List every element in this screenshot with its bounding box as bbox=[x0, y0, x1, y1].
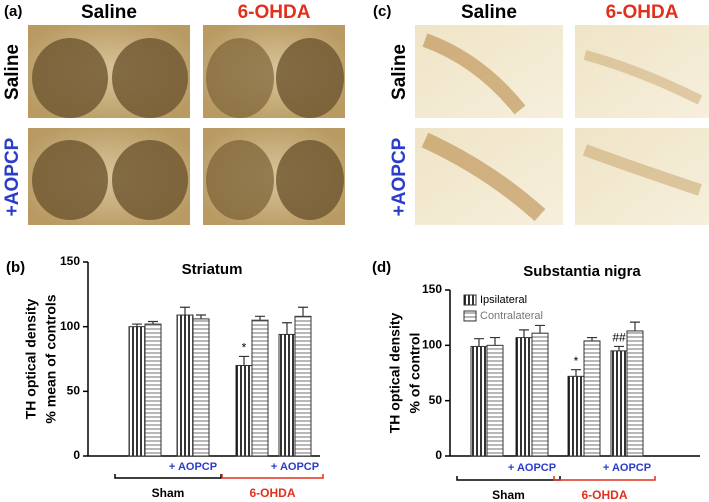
nigra-band bbox=[422, 33, 526, 115]
column-heading: Saline bbox=[461, 2, 517, 23]
y-axis-label: % mean of controls bbox=[43, 294, 59, 423]
error-bar bbox=[630, 321, 640, 331]
error-bar bbox=[282, 322, 292, 335]
nigra-band bbox=[582, 144, 702, 196]
error-bar bbox=[239, 355, 249, 366]
error-bar bbox=[196, 314, 206, 319]
error-bar bbox=[587, 336, 597, 341]
error-bar bbox=[298, 306, 308, 317]
panel-label: (b) bbox=[6, 259, 25, 276]
striatum-right bbox=[112, 38, 188, 118]
chart-title: Substantia nigra bbox=[523, 263, 641, 280]
legend-swatch bbox=[463, 294, 477, 306]
bar bbox=[251, 319, 269, 457]
legend-label: Ipsilateral bbox=[480, 294, 527, 306]
column-heading: 6-OHDA bbox=[606, 2, 679, 23]
x-tick-label: + AOPCP bbox=[169, 461, 217, 473]
striatum-left bbox=[32, 140, 108, 220]
striatum-left bbox=[206, 140, 274, 220]
group-label: Sham bbox=[152, 486, 185, 500]
row-heading: +AOPCP bbox=[2, 137, 23, 216]
y-tick-label: 150 bbox=[422, 282, 442, 296]
row-heading: Saline bbox=[389, 44, 410, 100]
bar bbox=[176, 314, 194, 457]
error-bar bbox=[132, 323, 142, 327]
y-axis-label: % of control bbox=[407, 333, 423, 414]
micrograph-grid-c bbox=[415, 25, 709, 225]
y-tick-label: 50 bbox=[429, 393, 443, 407]
bar bbox=[470, 345, 488, 457]
group-label: Sham bbox=[492, 488, 525, 502]
y-tick-label: 0 bbox=[73, 448, 80, 462]
significance-marker: ## bbox=[612, 331, 626, 345]
bar bbox=[626, 330, 644, 457]
bar bbox=[515, 337, 533, 457]
striatum-right bbox=[276, 140, 344, 220]
y-tick-label: 100 bbox=[60, 319, 80, 333]
error-bar bbox=[519, 329, 529, 338]
nigra-band bbox=[421, 132, 546, 221]
column-heading: 6-OHDA bbox=[238, 2, 311, 23]
striatum-right bbox=[276, 38, 344, 118]
x-tick-label: + AOPCP bbox=[508, 462, 556, 474]
group-bracket bbox=[553, 476, 656, 481]
bar bbox=[531, 332, 549, 457]
significance-marker: * bbox=[574, 354, 579, 368]
error-bar bbox=[180, 306, 190, 316]
chart-title: Striatum bbox=[182, 261, 243, 278]
panel-label: (d) bbox=[372, 259, 391, 276]
panel-label: (c) bbox=[373, 3, 391, 20]
x-tick-label: + AOPCP bbox=[603, 462, 651, 474]
bar bbox=[192, 318, 210, 457]
micrograph-grid-a bbox=[28, 25, 345, 225]
striatum-right bbox=[112, 140, 188, 220]
group-label: 6-OHDA bbox=[581, 488, 627, 502]
y-tick-label: 150 bbox=[60, 254, 80, 268]
bar bbox=[294, 315, 312, 457]
y-tick-label: 0 bbox=[435, 448, 442, 462]
y-axis-label: TH optical density bbox=[23, 299, 39, 420]
significance-marker: * bbox=[242, 341, 247, 355]
error-bar bbox=[490, 336, 500, 346]
panel-label: (a) bbox=[4, 3, 22, 20]
group-label: 6-OHDA bbox=[249, 486, 295, 500]
group-bracket bbox=[221, 474, 324, 479]
group-bracket bbox=[114, 474, 222, 479]
column-heading: Saline bbox=[81, 2, 137, 23]
legend-swatch bbox=[463, 310, 477, 322]
error-bar bbox=[148, 320, 158, 325]
bar bbox=[610, 350, 628, 457]
y-tick-label: 100 bbox=[422, 338, 442, 352]
error-bar bbox=[614, 345, 624, 351]
error-bar bbox=[535, 324, 545, 334]
bar bbox=[583, 340, 601, 457]
bar bbox=[235, 364, 253, 457]
bar bbox=[486, 344, 504, 457]
bar bbox=[144, 323, 162, 457]
nigra-band bbox=[583, 50, 703, 105]
row-heading: +AOPCP bbox=[389, 137, 410, 216]
striatum-left bbox=[32, 38, 108, 118]
group-bracket bbox=[456, 476, 561, 481]
error-bar bbox=[255, 315, 265, 321]
bar bbox=[128, 326, 146, 457]
error-bar bbox=[474, 338, 484, 347]
x-tick-label: + AOPCP bbox=[271, 461, 319, 473]
bar bbox=[567, 375, 585, 457]
striatum-left bbox=[206, 38, 274, 118]
y-tick-label: 50 bbox=[67, 384, 81, 398]
row-heading: Saline bbox=[2, 44, 23, 100]
legend-label: Contralateral bbox=[480, 310, 543, 322]
bar bbox=[278, 333, 296, 457]
error-bar bbox=[571, 369, 581, 377]
y-axis-label: TH optical density bbox=[387, 313, 403, 434]
